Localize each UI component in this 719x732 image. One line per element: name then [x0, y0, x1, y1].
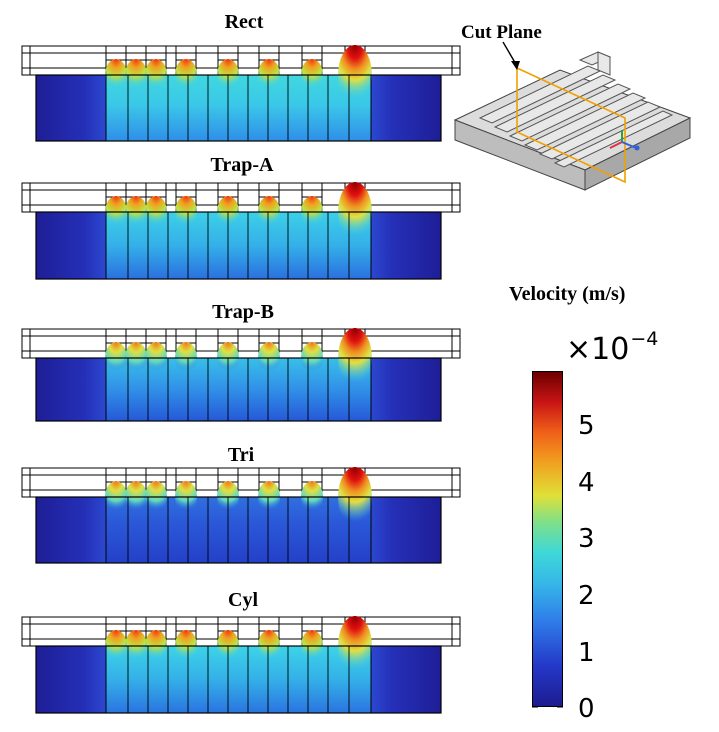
- colorbar: [532, 371, 563, 707]
- exponent-prefix: ×10: [566, 332, 630, 367]
- colorbar-tick-label: 4: [578, 468, 595, 498]
- cut-plane-label: Cut Plane: [461, 22, 542, 43]
- cross-section-triangular: [21, 467, 461, 564]
- outer-region-right: [371, 75, 441, 141]
- domain-border: [35, 645, 442, 714]
- channel-frame: [21, 328, 461, 359]
- panel-title-trap-b: Trap-B: [212, 301, 274, 323]
- finger-region: [106, 358, 371, 421]
- outer-region-right: [371, 646, 441, 713]
- outer-region-right: [371, 358, 441, 421]
- domain-border: [35, 357, 442, 422]
- finger-region: [106, 497, 371, 563]
- cross-section-trapezoidal-b: [21, 328, 461, 422]
- channel-frame: [21, 467, 461, 498]
- exponent-power: −4: [630, 328, 659, 350]
- colorbar-tick-label: 2: [578, 581, 595, 611]
- cross-section-cylindrical: [21, 616, 461, 714]
- domain-border: [35, 74, 442, 142]
- panel-title-trap-a: Trap-A: [210, 154, 274, 176]
- outer-region-right: [371, 212, 441, 279]
- colorbar-tick-label: 1: [578, 638, 595, 668]
- colorbar-tick-label: 5: [578, 411, 595, 441]
- outer-region-left: [36, 75, 106, 141]
- outer-region-left: [36, 497, 106, 563]
- finger-region: [106, 75, 371, 141]
- channel-frame: [21, 616, 461, 647]
- cross-section-trapezoidal-a: [21, 182, 461, 280]
- panel-title-tri: Tri: [227, 444, 255, 466]
- colorbar-title: Velocity (m/s): [509, 283, 626, 305]
- colorbar-tick-label: 3: [578, 524, 595, 554]
- colorbar-exponent: ×10−4: [566, 328, 658, 367]
- cut-plane-inset: [453, 41, 692, 191]
- channel-frame: [21, 45, 461, 76]
- panel-title-rect: Rect: [224, 11, 264, 33]
- outer-region-right: [371, 497, 441, 563]
- domain-border: [35, 211, 442, 280]
- domain-border: [35, 496, 442, 564]
- outer-region-left: [36, 212, 106, 279]
- outer-region-left: [36, 646, 106, 713]
- finger-region: [106, 646, 371, 713]
- colorbar-tick-label: 0: [578, 694, 595, 724]
- cross-section-rectangular: [21, 45, 461, 142]
- finger-region: [106, 212, 371, 279]
- channel-frame: [21, 182, 461, 213]
- outer-region-left: [36, 358, 106, 421]
- panel-title-cyl: Cyl: [228, 589, 258, 611]
